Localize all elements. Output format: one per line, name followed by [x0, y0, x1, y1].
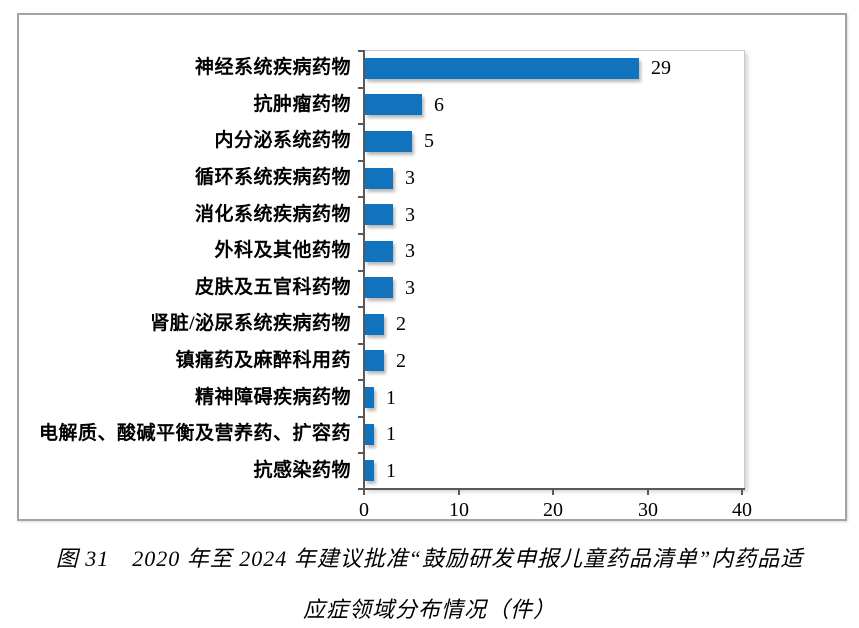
y-axis-tick — [358, 50, 364, 52]
x-tick-label: 40 — [732, 499, 752, 521]
value-label: 3 — [405, 204, 415, 226]
value-label: 5 — [424, 130, 434, 152]
bar — [365, 94, 422, 115]
category-label: 内分泌系统药物 — [214, 130, 351, 151]
value-label: 1 — [386, 423, 396, 445]
bar — [365, 241, 393, 262]
bar — [365, 387, 374, 408]
y-axis-tick — [358, 196, 364, 198]
value-label: 1 — [386, 387, 396, 409]
y-axis-tick — [358, 488, 364, 490]
x-axis-tick — [741, 489, 743, 495]
y-axis-tick — [358, 160, 364, 162]
x-axis-tick — [552, 489, 554, 495]
category-label: 消化系统疾病药物 — [194, 204, 351, 225]
category-label: 皮肤及五官科药物 — [194, 277, 351, 298]
category-label: 抗感染药物 — [253, 460, 351, 481]
value-label: 3 — [405, 277, 415, 299]
category-label: 电解质、酸碱平衡及营养药、扩容药 — [38, 423, 351, 444]
category-label: 精神障碍疾病药物 — [194, 387, 351, 408]
x-tick-label: 10 — [449, 499, 469, 521]
value-label: 3 — [405, 167, 415, 189]
plot-area — [364, 50, 745, 489]
y-axis-tick — [358, 123, 364, 125]
category-label: 抗肿瘤药物 — [253, 94, 351, 115]
category-label: 外科及其他药物 — [214, 240, 351, 261]
x-tick-label: 0 — [359, 499, 369, 521]
bar — [365, 314, 384, 335]
value-label: 2 — [396, 313, 406, 335]
bar — [365, 460, 374, 481]
y-axis-tick — [358, 416, 364, 418]
figure-caption-line-2: 应症领域分布情况（件） — [302, 597, 556, 622]
y-axis-tick — [358, 379, 364, 381]
x-tick-label: 30 — [638, 499, 658, 521]
value-label: 29 — [651, 57, 671, 79]
x-tick-label: 20 — [543, 499, 563, 521]
y-axis-tick — [358, 306, 364, 308]
x-axis-tick — [458, 489, 460, 495]
bar — [365, 58, 639, 79]
category-label: 循环系统疾病药物 — [194, 167, 351, 188]
figure-caption-line-1: 图 31 2020 年至 2024 年建议批准“鼓励研发申报儿童药品清单”内药品… — [55, 546, 804, 571]
bar — [365, 277, 393, 298]
category-label: 神经系统疾病药物 — [194, 57, 351, 78]
y-axis-tick — [358, 343, 364, 345]
y-axis-line — [363, 50, 365, 489]
y-axis-tick — [358, 87, 364, 89]
y-axis-tick — [358, 452, 364, 454]
x-axis-tick — [363, 489, 365, 495]
x-axis-tick — [647, 489, 649, 495]
bar — [365, 168, 393, 189]
value-label: 2 — [396, 350, 406, 372]
category-label: 镇痛药及麻醉科用药 — [175, 350, 351, 371]
y-axis-tick — [358, 233, 364, 235]
value-label: 3 — [405, 240, 415, 262]
value-label: 1 — [386, 460, 396, 482]
bar — [365, 131, 412, 152]
y-axis-tick — [358, 270, 364, 272]
bar — [365, 424, 374, 445]
bar — [365, 350, 384, 371]
bar — [365, 204, 393, 225]
value-label: 6 — [434, 94, 444, 116]
x-axis-line — [363, 488, 745, 490]
category-label: 肾脏/泌尿系统疾病药物 — [150, 313, 351, 334]
